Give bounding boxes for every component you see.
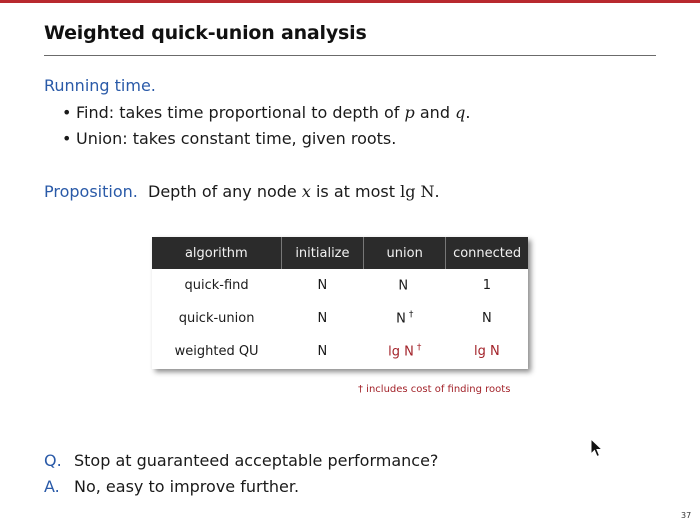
var-q: q [455, 103, 466, 122]
cell-connected: lg N [474, 344, 500, 359]
var-x: x [301, 182, 311, 201]
header-initialize: initialize [281, 237, 365, 269]
header-union: union [363, 237, 447, 269]
header-connected: connected [445, 237, 528, 269]
dagger-mark: † [408, 310, 414, 321]
table-header-row: algorithm initialize union connected [152, 237, 528, 269]
cell-union: N † [364, 302, 446, 335]
lg-n-expression: lg N [400, 182, 435, 201]
proposition-post: . [434, 182, 440, 201]
table-footnote: † includes cost of finding roots [358, 384, 511, 395]
table-row: quick-union N N † N [152, 302, 528, 335]
table-row: weighted QU N lg N † lg N [152, 335, 528, 368]
proposition-mid: is at most [310, 182, 401, 201]
header-algorithm: algorithm [152, 237, 282, 269]
proposition-label: Proposition. [44, 182, 138, 201]
cell-algorithm: quick-find [184, 278, 249, 293]
bullet-dot-icon: • [62, 129, 72, 148]
var-p: p [404, 103, 415, 122]
bullet-find: • Find: takes time proportional to depth … [62, 103, 470, 122]
union-value: N [396, 311, 406, 327]
table-row: quick-find N N 1 [152, 269, 528, 302]
dagger-mark: † [416, 343, 422, 354]
union-value: lg N [388, 344, 414, 360]
union-value: N [398, 278, 409, 294]
title-divider [44, 55, 656, 56]
proposition: Proposition. Depth of any node x is at m… [44, 182, 440, 201]
running-time-heading: Running time. [44, 76, 156, 95]
cell-connected: 1 [482, 278, 492, 293]
bullet-union-text: Union: takes constant time, given roots. [76, 129, 397, 148]
cell-initialize: N [317, 344, 328, 359]
proposition-pre: Depth of any node [148, 182, 302, 201]
bullet-find-pre: Find: takes time proportional to depth o… [76, 103, 405, 122]
slide-title: Weighted quick-union analysis [44, 22, 367, 44]
cell-algorithm: weighted QU [174, 344, 259, 359]
mouse-cursor-icon [590, 437, 604, 462]
cell-union: lg N † [364, 335, 446, 368]
bullet-find-mid: and [414, 103, 456, 122]
bullet-find-post: . [465, 103, 471, 122]
answer-text: No, easy to improve further. [74, 477, 300, 496]
cell-initialize: N [317, 311, 328, 326]
cell-algorithm: quick-union [178, 311, 255, 326]
page-number: 37 [681, 511, 692, 520]
question-text: Stop at guaranteed acceptable performanc… [74, 451, 439, 470]
answer-label: A. [44, 477, 60, 496]
bullet-union: • Union: takes constant time, given roots… [62, 129, 396, 148]
bullet-dot-icon: • [62, 103, 72, 122]
cost-table: algorithm initialize union connected qui… [152, 237, 528, 369]
question: Q. Stop at guaranteed acceptable performa… [44, 451, 438, 470]
top-accent-rule [0, 0, 700, 3]
answer: A. No, easy to improve further. [44, 477, 299, 496]
question-label: Q. [44, 451, 62, 470]
cell-union: N [364, 269, 446, 302]
cell-connected: N [482, 311, 492, 326]
cost-table-grid: algorithm initialize union connected qui… [152, 237, 528, 368]
cell-initialize: N [317, 278, 328, 293]
